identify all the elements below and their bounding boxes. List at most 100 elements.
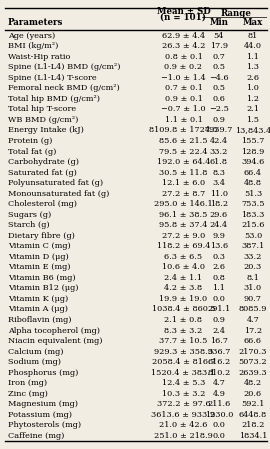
Text: 53.0: 53.0 (244, 232, 262, 240)
Text: 13,843.4: 13,843.4 (235, 127, 270, 135)
Text: 0.5: 0.5 (212, 84, 225, 92)
Text: 12.4 ± 5.3: 12.4 ± 5.3 (162, 379, 205, 387)
Text: 44.0: 44.0 (244, 42, 262, 50)
Text: 4.2 ± 3.8: 4.2 ± 3.8 (164, 284, 202, 292)
Text: −2.5: −2.5 (209, 106, 229, 114)
Text: 21.0 ± 42.6: 21.0 ± 42.6 (159, 421, 208, 429)
Text: 0.3: 0.3 (212, 253, 225, 261)
Text: 2.6: 2.6 (247, 74, 259, 82)
Text: 33.2: 33.2 (210, 148, 228, 155)
Text: 4.7: 4.7 (247, 316, 259, 324)
Text: Total fat (g): Total fat (g) (8, 148, 56, 155)
Text: Vitamin K (μg): Vitamin K (μg) (8, 295, 68, 303)
Text: Min: Min (209, 18, 228, 27)
Text: 2.6: 2.6 (212, 264, 225, 271)
Text: 1.3: 1.3 (247, 63, 259, 71)
Text: 211.6: 211.6 (207, 400, 231, 408)
Text: 1834.1: 1834.1 (239, 432, 267, 440)
Text: Age (years): Age (years) (8, 32, 55, 40)
Text: 8.3: 8.3 (212, 169, 225, 176)
Text: Sodium (mg): Sodium (mg) (8, 358, 61, 366)
Text: 616.2: 616.2 (207, 358, 231, 366)
Text: −4.6: −4.6 (209, 74, 229, 82)
Text: 27.2 ± 9.0: 27.2 ± 9.0 (162, 232, 205, 240)
Text: Potassium (mg): Potassium (mg) (8, 411, 72, 419)
Text: Monounsaturated fat (g): Monounsaturated fat (g) (8, 189, 109, 198)
Text: 336.7: 336.7 (207, 348, 231, 356)
Text: 2639.3: 2639.3 (239, 369, 267, 377)
Text: Iron (mg): Iron (mg) (8, 379, 47, 387)
Text: 1.2: 1.2 (247, 95, 259, 103)
Text: 2058.4 ± 816.7: 2058.4 ± 816.7 (152, 358, 215, 366)
Text: 20.3: 20.3 (244, 264, 262, 271)
Text: 8.1: 8.1 (247, 274, 259, 282)
Text: Phosphorus (mg): Phosphorus (mg) (8, 369, 78, 377)
Text: Niacin equivalent (mg): Niacin equivalent (mg) (8, 337, 103, 345)
Text: 0.9 ± 0.1: 0.9 ± 0.1 (164, 95, 202, 103)
Text: 118.2 ± 69.4: 118.2 ± 69.4 (157, 242, 210, 250)
Text: 48.2: 48.2 (244, 379, 262, 387)
Text: Total hip BMD (g/cm²): Total hip BMD (g/cm²) (8, 95, 100, 103)
Text: Alpha tocopherol (mg): Alpha tocopherol (mg) (8, 326, 100, 335)
Text: 66.4: 66.4 (244, 169, 262, 176)
Text: Femoral neck BMD (g/cm²): Femoral neck BMD (g/cm²) (8, 84, 120, 92)
Text: 30.5 ± 11.8: 30.5 ± 11.8 (159, 169, 208, 176)
Text: Vitamin B6 (mg): Vitamin B6 (mg) (8, 274, 76, 282)
Text: 0.8: 0.8 (212, 274, 225, 282)
Text: 9.9: 9.9 (212, 232, 225, 240)
Text: 2.1: 2.1 (247, 106, 259, 114)
Text: 17.9: 17.9 (210, 42, 228, 50)
Text: 48.8: 48.8 (244, 179, 262, 187)
Text: 96.1 ± 38.5: 96.1 ± 38.5 (159, 211, 208, 219)
Text: 4939.7: 4939.7 (205, 127, 233, 135)
Text: 394.6: 394.6 (241, 158, 265, 166)
Text: Phytosterols (mg): Phytosterols (mg) (8, 421, 81, 429)
Text: 26.3 ± 4.2: 26.3 ± 4.2 (162, 42, 205, 50)
Text: Cholesterol (mg): Cholesterol (mg) (8, 200, 77, 208)
Text: 0.7: 0.7 (212, 53, 225, 61)
Text: 51.3: 51.3 (244, 189, 262, 198)
Text: 62.9 ± 4.4: 62.9 ± 4.4 (162, 32, 205, 40)
Text: 37.7 ± 10.5: 37.7 ± 10.5 (159, 337, 208, 345)
Text: 12.1 ± 6.0: 12.1 ± 6.0 (162, 179, 205, 187)
Text: 251.0 ± 218.9: 251.0 ± 218.9 (154, 432, 213, 440)
Text: 929.3 ± 358.9: 929.3 ± 358.9 (154, 348, 213, 356)
Text: Caffeine (mg): Caffeine (mg) (8, 432, 64, 440)
Text: Vitamin A (μg): Vitamin A (μg) (8, 305, 68, 313)
Text: Range: Range (220, 9, 251, 18)
Text: 8.3 ± 3.2: 8.3 ± 3.2 (164, 326, 202, 335)
Text: 2.1 ± 0.8: 2.1 ± 0.8 (164, 316, 202, 324)
Text: 10.3 ± 3.2: 10.3 ± 3.2 (162, 390, 205, 398)
Text: Total hip T-score: Total hip T-score (8, 106, 76, 114)
Text: 1.1: 1.1 (212, 284, 225, 292)
Text: 1.1 ± 0.1: 1.1 ± 0.1 (164, 116, 202, 124)
Text: Saturated fat (g): Saturated fat (g) (8, 169, 77, 176)
Text: 1520.4 ± 383.1: 1520.4 ± 383.1 (151, 369, 215, 377)
Text: Vitamin E (mg): Vitamin E (mg) (8, 264, 70, 271)
Text: 3613.6 ± 933.2: 3613.6 ± 933.2 (151, 411, 215, 419)
Text: 18.2: 18.2 (210, 200, 228, 208)
Text: Energy Intake (kJ): Energy Intake (kJ) (8, 127, 84, 135)
Text: 27.2 ± 8.7: 27.2 ± 8.7 (162, 189, 205, 198)
Text: −0.7 ± 1.0: −0.7 ± 1.0 (161, 106, 206, 114)
Text: 387.1: 387.1 (241, 242, 265, 250)
Text: 0.0: 0.0 (212, 432, 225, 440)
Text: 0.8 ± 0.1: 0.8 ± 0.1 (164, 53, 202, 61)
Text: 0.5: 0.5 (212, 63, 225, 71)
Text: Vitamin D (μg): Vitamin D (μg) (8, 253, 69, 261)
Text: 79.5 ± 22.4: 79.5 ± 22.4 (159, 148, 208, 155)
Text: Dietary fibre (g): Dietary fibre (g) (8, 232, 75, 240)
Text: 8085.9: 8085.9 (239, 305, 267, 313)
Text: 24.4: 24.4 (210, 221, 228, 229)
Text: Vitamin B12 (μg): Vitamin B12 (μg) (8, 284, 79, 292)
Text: 16.7: 16.7 (210, 337, 228, 345)
Text: 8109.8 ± 1727.5: 8109.8 ± 1727.5 (149, 127, 218, 135)
Text: 0.9: 0.9 (212, 316, 225, 324)
Text: 291.1: 291.1 (207, 305, 231, 313)
Text: 295.0 ± 146.1: 295.0 ± 146.1 (154, 200, 213, 208)
Text: 2.4: 2.4 (212, 326, 225, 335)
Text: Magnesium (mg): Magnesium (mg) (8, 400, 78, 408)
Text: 90.7: 90.7 (244, 295, 262, 303)
Text: 42.4: 42.4 (210, 137, 228, 145)
Text: 753.5: 753.5 (241, 200, 265, 208)
